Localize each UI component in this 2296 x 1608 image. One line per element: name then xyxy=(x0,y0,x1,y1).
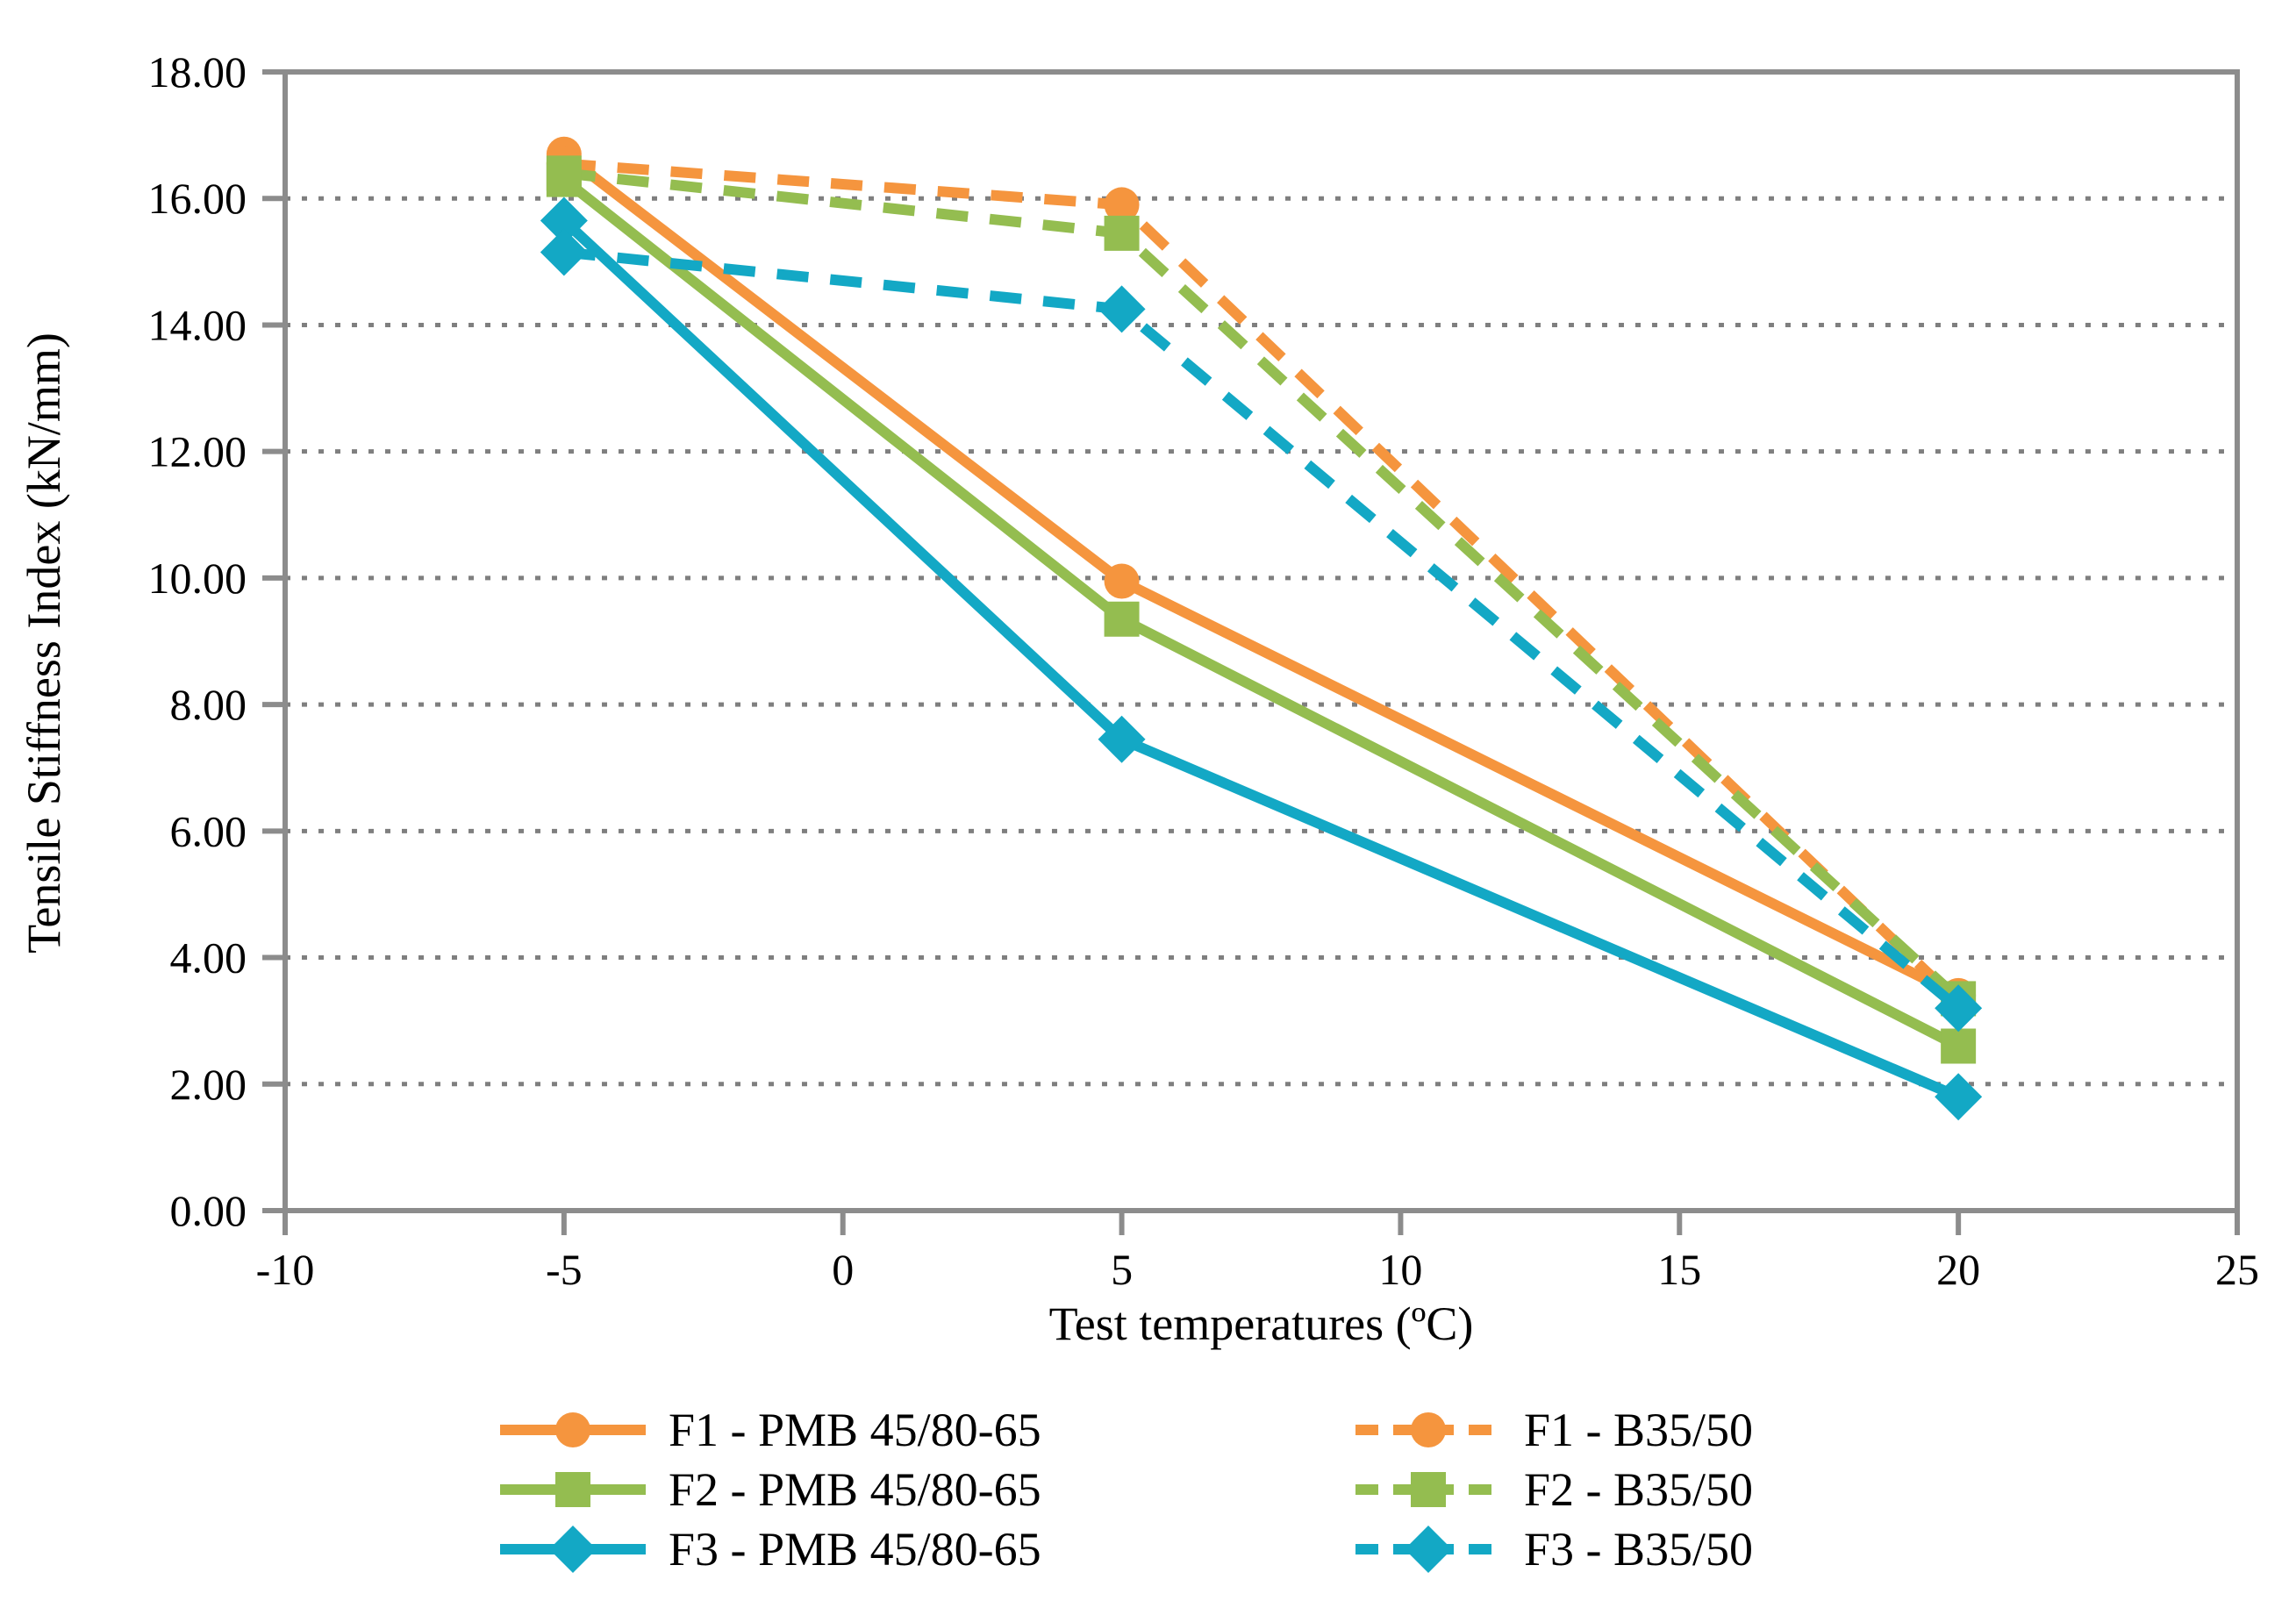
series-marker-f3-b35-50-x5 xyxy=(1098,285,1146,333)
legend-label-f2-b35-50: F2 - B35/50 xyxy=(1524,1463,1754,1516)
plot-border xyxy=(283,69,2240,1213)
legend-item-f3-b35-50: F3 - B35/50 xyxy=(1354,1519,1753,1579)
y-tick-label-6.00: 6.00 xyxy=(170,806,247,855)
legend-label-f1-pmb-45-80-65: F1 - PMB 45/80-65 xyxy=(669,1404,1041,1456)
legend-item-f3-pmb-45-80-65: F3 - PMB 45/80-65 xyxy=(498,1519,1354,1579)
x-tick-label-15: 15 xyxy=(1657,1245,1701,1294)
legend-marker-f2-pmb-45-80-65 xyxy=(555,1472,590,1507)
y-tick-label-0.00: 0.00 xyxy=(170,1186,247,1235)
series-marker-f3-b35-50-x-5 xyxy=(540,228,588,276)
legend-sample-f3-b35-50-icon xyxy=(1355,1526,1501,1573)
series-marker-f2-b35-50-x5 xyxy=(1104,215,1140,251)
legend-label-f1-b35-50: F1 - B35/50 xyxy=(1524,1404,1754,1456)
legend-marker-f3-pmb-45-80-65 xyxy=(549,1526,597,1573)
y-tick-label-8.00: 8.00 xyxy=(170,680,247,729)
series-marker-f2-b35-50-x-5 xyxy=(546,155,582,191)
x-tick-label-25: 25 xyxy=(2215,1245,2259,1294)
legend-marker-f1-b35-50 xyxy=(1411,1412,1446,1447)
series-marker-f3-pmb-45-80-65-x5 xyxy=(1098,715,1146,763)
y-axis-title: Tensile Stiffness Index (kN/mm) xyxy=(18,332,70,954)
x-tick-label--10: -10 xyxy=(256,1245,315,1294)
x-tick-label-0: 0 xyxy=(832,1245,854,1294)
legend-item-f2-pmb-45-80-65: F2 - PMB 45/80-65 xyxy=(498,1460,1354,1519)
y-tick-label-2.00: 2.00 xyxy=(170,1060,247,1109)
y-tick-label-4.00: 4.00 xyxy=(170,933,247,983)
y-tick-label-18.00: 18.00 xyxy=(148,47,247,96)
series-marker-f1-b35-50-x5 xyxy=(1104,187,1140,223)
legend-sample-f1-b35-50-icon xyxy=(1355,1412,1501,1447)
series-line-f3-pmb-45-80-65 xyxy=(560,217,1961,1102)
x-tick-label-10: 10 xyxy=(1378,1245,1422,1294)
series-marker-f1-pmb-45-80-65-x5 xyxy=(1104,563,1140,599)
legend-sample-f3-pmb-45-80-65-icon xyxy=(500,1526,646,1573)
legend-item-f1-pmb-45-80-65: F1 - PMB 45/80-65 xyxy=(498,1400,1354,1460)
legend-label-f3-b35-50: F3 - B35/50 xyxy=(1524,1523,1754,1576)
legend-sample-f2-b35-50-icon xyxy=(1355,1472,1501,1507)
x-tick-label--5: -5 xyxy=(546,1245,583,1294)
series-line-f1-b35-50 xyxy=(563,158,1963,1006)
x-tick-label-20: 20 xyxy=(1936,1245,1980,1294)
y-tick-label-12.00: 12.00 xyxy=(148,427,247,476)
series-marker-f3-pmb-45-80-65-x-5 xyxy=(540,197,588,245)
legend-sample-f2-pmb-45-80-65-icon xyxy=(500,1472,646,1507)
series-line-f2-b35-50 xyxy=(563,168,1963,1003)
legend-marker-f2-b35-50 xyxy=(1411,1472,1446,1507)
series-line-f1-pmb-45-80-65 xyxy=(561,149,1961,1001)
legend: F1 - PMB 45/80-65 F1 - B35/50 F2 - PMB 4… xyxy=(498,1400,1753,1579)
legend-item-f1-b35-50: F1 - B35/50 xyxy=(1354,1400,1753,1460)
series-marker-f2-pmb-45-80-65-x5 xyxy=(1104,601,1140,637)
y-tick-label-10.00: 10.00 xyxy=(148,554,247,603)
series-marker-f2-pmb-45-80-65-x20 xyxy=(1941,1028,1977,1064)
legend-sample-f1-pmb-45-80-65-icon xyxy=(500,1412,646,1447)
series-marker-f3-b35-50-x20 xyxy=(1935,984,1983,1033)
legend-item-f2-b35-50: F2 - B35/50 xyxy=(1354,1460,1753,1519)
x-tick-label-5: 5 xyxy=(1111,1245,1133,1294)
y-tick-label-16.00: 16.00 xyxy=(148,174,247,223)
series-marker-f3-pmb-45-80-65-x20 xyxy=(1935,1073,1983,1121)
legend-marker-f1-pmb-45-80-65 xyxy=(555,1412,590,1447)
y-tick-label-14.00: 14.00 xyxy=(148,300,247,349)
legend-marker-f3-b35-50 xyxy=(1405,1526,1452,1573)
x-axis-title: Test temperatures (ºC) xyxy=(1048,1297,1474,1350)
legend-label-f2-pmb-45-80-65: F2 - PMB 45/80-65 xyxy=(669,1463,1041,1516)
legend-label-f3-pmb-45-80-65: F3 - PMB 45/80-65 xyxy=(669,1523,1041,1576)
